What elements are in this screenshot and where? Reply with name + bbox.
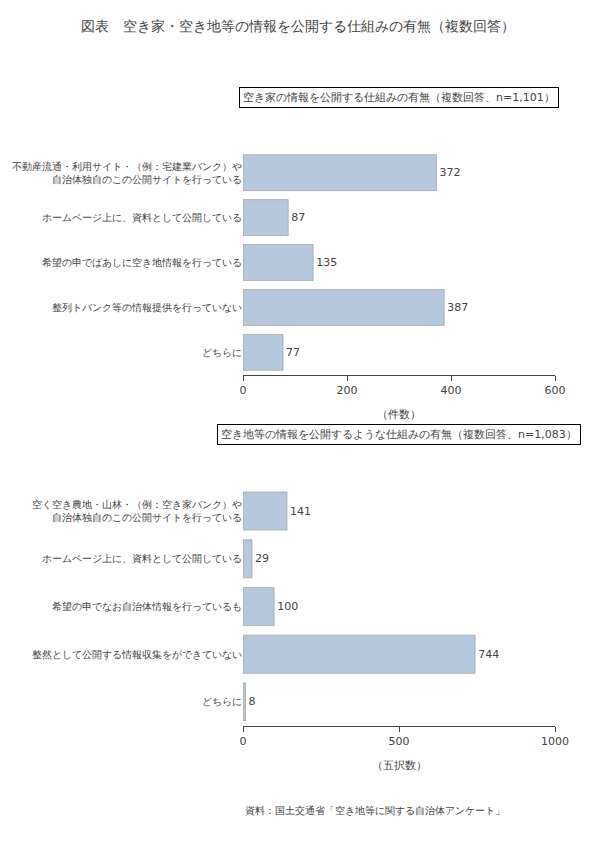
svg-text:希望の申でなお自治体情報を行っているも: 希望の申でなお自治体情報を行っているも: [52, 601, 242, 612]
svg-text:不動産流通・利用サイト・（例：宅建業バンク）や自治体独自のこ: 不動産流通・利用サイト・（例：宅建業バンク）や自治体独自のこの公開サイトを行って…: [12, 161, 242, 185]
svg-text:200: 200: [337, 384, 358, 397]
svg-text:空き地等の情報を公開するような仕組みの有無（複数回答、n=1: 空き地等の情報を公開するような仕組みの有無（複数回答、n=1,083）: [221, 428, 577, 441]
svg-text:どちらに: どちらに: [202, 696, 242, 707]
svg-text:希望の申でばあしに空き地情報を行っている: 希望の申でばあしに空き地情報を行っている: [42, 257, 242, 268]
svg-text:（件数）: （件数）: [377, 408, 421, 421]
svg-text:どちらに: どちらに: [202, 347, 242, 358]
svg-text:0: 0: [240, 735, 247, 748]
svg-text:整然として公開する情報収集をができていない: 整然として公開する情報収集をができていない: [32, 649, 242, 660]
svg-text:372: 372: [439, 166, 460, 179]
svg-text:整列トバンク等の情報提供を行っていない: 整列トバンク等の情報提供を行っていない: [52, 302, 242, 313]
svg-text:8: 8: [249, 695, 256, 708]
svg-text:ホームページ上に、資料として公開している: ホームページ上に、資料として公開している: [42, 212, 242, 223]
svg-text:ホームページ上に、資料として公開している: ホームページ上に、資料として公開している: [42, 553, 242, 564]
svg-text:400: 400: [441, 384, 462, 397]
svg-text:29: 29: [255, 552, 269, 565]
svg-text:100: 100: [277, 600, 298, 613]
svg-text:387: 387: [447, 301, 468, 314]
svg-text:141: 141: [290, 505, 311, 518]
svg-text:744: 744: [478, 648, 499, 661]
svg-text:135: 135: [316, 256, 337, 269]
svg-text:資料：国土交通省「空き地等に関する自治体アンケート」: 資料：国土交通省「空き地等に関する自治体アンケート」: [245, 805, 505, 816]
svg-text:図表 空き家・空き地等の情報を公開する仕組みの有無（複数回答: 図表 空き家・空き地等の情報を公開する仕組みの有無（複数回答）: [81, 18, 515, 34]
svg-text:0: 0: [240, 384, 247, 397]
svg-text:77: 77: [286, 346, 300, 359]
svg-text:600: 600: [545, 384, 566, 397]
svg-text:（五択数）: （五択数）: [372, 759, 427, 772]
svg-text:空き家の情報を公開する仕組みの有無（複数回答、n=1,101: 空き家の情報を公開する仕組みの有無（複数回答、n=1,101）: [243, 91, 555, 104]
svg-text:1000: 1000: [541, 735, 569, 748]
svg-text:87: 87: [291, 211, 305, 224]
svg-text:500: 500: [389, 735, 410, 748]
svg-text:空く空き農地・山林・（例：空き家バンク）や自治体独自のこの公: 空く空き農地・山林・（例：空き家バンク）や自治体独自のこの公開サイトを行っている: [32, 499, 242, 523]
